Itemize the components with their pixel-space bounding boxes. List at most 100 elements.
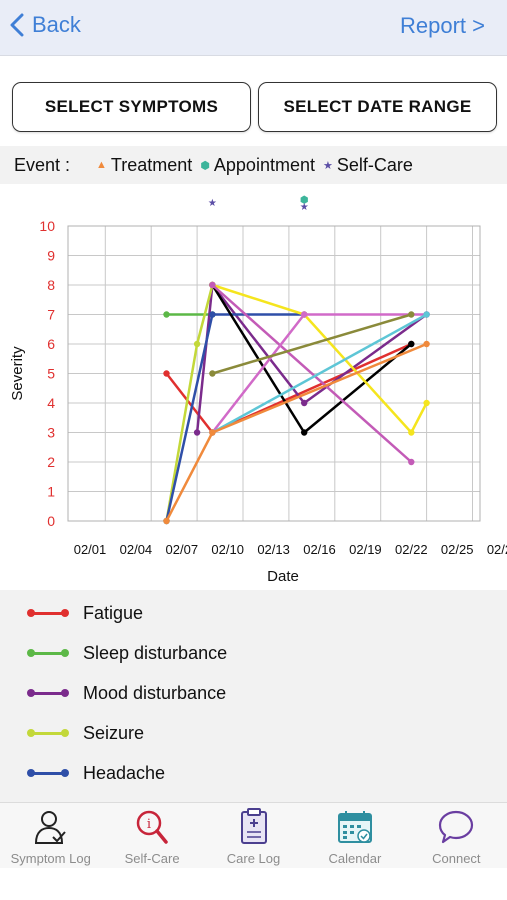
care-log-icon [240, 808, 267, 844]
tab-symptom-log[interactable]: Symptom Log [0, 803, 101, 868]
event-appointment-label: Appointment [213, 154, 315, 175]
tab-label: Care Log [226, 851, 281, 866]
x-tick-label: 02/19 [349, 542, 382, 557]
legend-line [27, 649, 69, 657]
select-symptoms-button[interactable]: SELECT SYMPTOMS [12, 82, 251, 132]
tab-connect[interactable]: Connect [406, 803, 507, 868]
data-point [209, 429, 216, 436]
home-indicator-area [0, 868, 507, 900]
symptom-legend: Fatigue Sleep disturbance Mood disturban… [0, 590, 507, 802]
y-tick-label: 4 [47, 395, 55, 411]
y-axis-label: Severity [9, 346, 26, 401]
legend-line [27, 609, 69, 617]
y-tick-label: 2 [47, 454, 55, 470]
select-date-range-button[interactable]: SELECT DATE RANGE [258, 82, 497, 132]
chevron-left-icon [10, 13, 24, 37]
data-point [423, 311, 430, 318]
legend-label: Seizure [83, 722, 145, 743]
event-treatment: ▲ Treatment [96, 155, 192, 176]
report-button[interactable]: Report > [400, 13, 485, 38]
symptom-log-icon [34, 811, 66, 844]
legend-label: Headache [83, 762, 166, 783]
event-appointment: ⬢ Appointment [200, 155, 315, 176]
tab-bar: Symptom Log i Self-Care Care Log [0, 802, 507, 868]
y-tick-label: 5 [47, 366, 55, 382]
x-axis-label: Date [267, 568, 299, 585]
x-tick-label: 02/16 [303, 542, 336, 557]
series-line [165, 313, 305, 522]
x-tick-label: 02/01 [74, 542, 107, 557]
event-marker: ★ [208, 198, 217, 209]
event-label: Event : [14, 154, 71, 175]
data-point [423, 399, 430, 407]
x-tick-label: 02/07 [166, 542, 199, 557]
legend-label: Mood disturbance [83, 682, 227, 703]
data-point [163, 370, 170, 377]
legend-item-headache[interactable]: Headache [0, 758, 165, 788]
y-tick-label: 9 [47, 248, 55, 264]
legend-line [27, 729, 69, 737]
event-self-care-label: Self-Care [336, 154, 413, 175]
y-tick-label: 1 [47, 484, 55, 500]
tab-label: Self-Care [124, 851, 180, 866]
tab-care-log[interactable]: Care Log [203, 803, 304, 868]
tab-self-care[interactable]: i Self-Care [101, 803, 202, 868]
tab-label: Symptom Log [10, 851, 91, 866]
treatment-marker-icon: ▲ [96, 159, 107, 171]
legend-label: Sleep disturbance [83, 642, 228, 663]
plot-frame [67, 225, 481, 522]
tab-label: Calendar [328, 851, 382, 866]
tab-calendar[interactable]: Calendar [304, 803, 405, 868]
tab-label: Connect [432, 851, 481, 866]
legend-line [27, 769, 69, 777]
series-line [212, 313, 412, 375]
x-tick-label: 02/28 [487, 542, 507, 557]
y-tick-label: 3 [47, 425, 55, 441]
event-self-care: ★ Self-Care [323, 155, 413, 176]
y-tick-label: 6 [47, 336, 55, 352]
series-line [211, 284, 413, 463]
svg-text:i: i [147, 817, 151, 832]
data-point [408, 311, 415, 318]
event-treatment-label: Treatment [110, 154, 193, 175]
back-label: Back [32, 12, 81, 37]
data-point [301, 399, 308, 407]
data-point [423, 340, 430, 348]
series-line [211, 284, 413, 434]
legend-item-fatigue[interactable]: Fatigue [0, 598, 143, 628]
x-tick-label: 02/22 [395, 542, 428, 557]
severity-chart: 0 1 2 3 4 5 6 7 8 9 10 02/01 02/04 02/07 02/10 02/13 02/… [9, 195, 507, 585]
self-care-icon: i [136, 810, 168, 844]
legend-item-seizure[interactable]: Seizure [0, 718, 144, 748]
legend-line [27, 689, 69, 697]
connect-icon [439, 810, 474, 844]
calendar-icon [337, 811, 372, 843]
legend-item-mood-disturbance[interactable]: Mood disturbance [0, 678, 226, 708]
x-tick-label: 02/25 [441, 542, 474, 557]
data-point [408, 458, 415, 466]
legend-label: Fatigue [83, 602, 144, 623]
data-point [193, 340, 201, 348]
data-point [301, 311, 308, 318]
series-line [195, 283, 428, 433]
data-point [163, 311, 170, 318]
data-point [408, 340, 415, 348]
navigation-bar: Back Report > [0, 0, 507, 56]
event-marker: ⬢ [300, 195, 309, 206]
y-tick-label: 10 [39, 218, 55, 234]
back-button[interactable]: Back [10, 12, 81, 38]
self-care-marker-icon: ★ [322, 159, 333, 172]
y-tick-label: 8 [47, 277, 55, 293]
x-tick-label: 02/10 [211, 542, 244, 557]
legend-item-sleep-disturbance[interactable]: Sleep disturbance [0, 638, 227, 668]
data-point [209, 281, 216, 289]
data-point [209, 370, 216, 377]
data-point [193, 429, 201, 436]
data-point [408, 429, 415, 436]
appointment-marker-icon: ⬢ [200, 159, 210, 172]
x-tick-label: 02/13 [257, 542, 290, 557]
y-tick-label: 7 [47, 307, 55, 323]
data-point [163, 517, 170, 525]
data-point [209, 311, 216, 318]
series-line [211, 313, 428, 434]
